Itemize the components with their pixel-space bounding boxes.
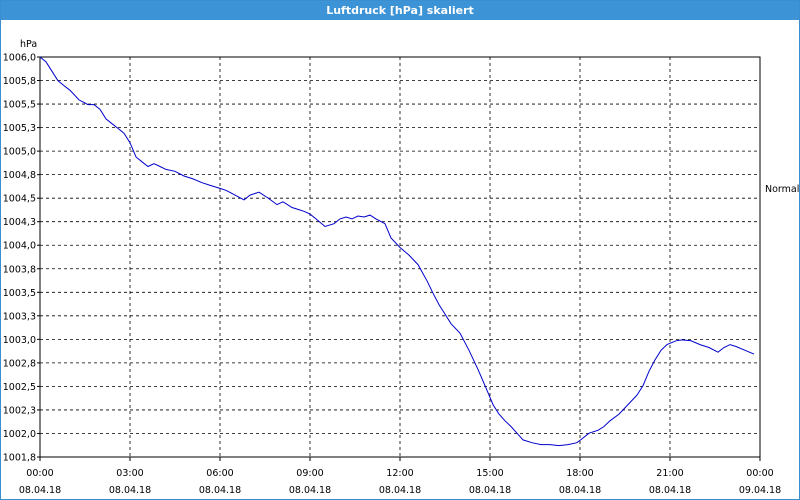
x-tick-date-label: 08.04.18 — [469, 485, 511, 496]
legend-item-normal: Normal — [765, 184, 799, 195]
y-axis-unit-label: hPa — [20, 39, 37, 50]
series-line-normal — [39, 56, 755, 447]
y-tick-label: 1005,3 — [3, 123, 36, 134]
y-axis: 1006,0 1005,8 1005,5 1005,3 1005,0 1004,8 1004… — [3, 53, 40, 464]
y-tick-label: 1002,5 — [3, 382, 36, 393]
y-tick-label: 1006,0 — [3, 53, 36, 64]
x-tick-date-label: 08.04.18 — [649, 485, 691, 496]
grid-lines — [40, 57, 760, 457]
y-tick-label: 1004,8 — [3, 170, 36, 181]
x-tick-date-label: 08.04.18 — [289, 485, 331, 496]
x-tick-date-label: 08.04.18 — [559, 485, 601, 496]
y-tick-label: 1003,0 — [3, 335, 36, 346]
y-tick-label: 1005,0 — [3, 147, 36, 158]
x-tick-time-label: 00:00 — [746, 468, 773, 479]
y-tick-label: 1004,0 — [3, 241, 36, 252]
y-tick-label: 1005,5 — [3, 100, 36, 111]
chart-title: Luftdruck [hPa] skaliert — [1, 1, 799, 20]
y-tick-label: 1003,5 — [3, 288, 36, 299]
y-tick-label: 1004,3 — [3, 217, 36, 228]
x-tick-date-label: 08.04.18 — [109, 485, 151, 496]
y-tick-label: 1003,3 — [3, 311, 36, 322]
y-tick-label: 1002,0 — [3, 429, 36, 440]
x-tick-date-label: 08.04.18 — [19, 485, 61, 496]
x-tick-time-label: 06:00 — [206, 468, 233, 479]
x-tick-date-label: 09.04.18 — [739, 485, 781, 496]
x-tick-date-label: 08.04.18 — [199, 485, 241, 496]
y-tick-label: 1002,3 — [3, 405, 36, 416]
y-tick-label: 1002,8 — [3, 358, 36, 369]
x-tick-time-label: 09:00 — [296, 468, 323, 479]
y-tick-label: 1005,8 — [3, 76, 36, 87]
x-tick-time-label: 00:00 — [26, 468, 53, 479]
x-tick-date-label: 08.04.18 — [379, 485, 421, 496]
x-tick-time-label: 12:00 — [386, 468, 413, 479]
x-tick-time-label: 21:00 — [656, 468, 683, 479]
y-tick-label: 1001,8 — [3, 453, 36, 464]
x-tick-time-label: 15:00 — [476, 468, 503, 479]
y-tick-label: 1003,8 — [3, 264, 36, 275]
y-tick-label: 1004,5 — [3, 194, 36, 205]
x-tick-time-label: 18:00 — [566, 468, 593, 479]
x-tick-time-label: 03:00 — [116, 468, 143, 479]
x-axis: 00:00 08.04.18 03:00 08.04.18 06:00 08.04.18 0… — [19, 457, 781, 496]
